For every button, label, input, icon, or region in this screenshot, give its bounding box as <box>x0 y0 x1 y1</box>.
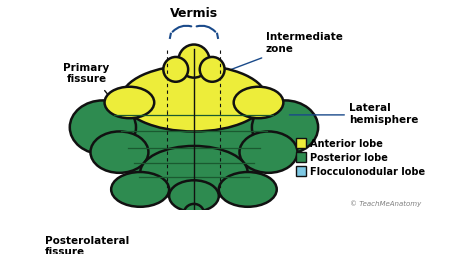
Ellipse shape <box>186 231 202 244</box>
Ellipse shape <box>219 172 277 207</box>
Ellipse shape <box>252 101 318 155</box>
Text: Lateral
hemisphere: Lateral hemisphere <box>349 103 418 124</box>
Ellipse shape <box>164 58 188 83</box>
Text: Flocculonodular lobe: Flocculonodular lobe <box>310 167 425 177</box>
Ellipse shape <box>221 235 266 247</box>
Ellipse shape <box>178 45 210 78</box>
Ellipse shape <box>111 172 169 207</box>
Ellipse shape <box>169 181 219 212</box>
Ellipse shape <box>136 234 252 249</box>
Text: Posterior lobe: Posterior lobe <box>310 152 388 163</box>
Ellipse shape <box>99 78 289 185</box>
Ellipse shape <box>121 66 266 132</box>
Ellipse shape <box>183 204 204 225</box>
Bar <box>296 138 306 148</box>
Ellipse shape <box>91 132 148 173</box>
Text: Intermediate
zone: Intermediate zone <box>266 32 343 54</box>
Ellipse shape <box>186 221 201 237</box>
Ellipse shape <box>239 132 297 173</box>
Bar <box>296 153 306 163</box>
Text: Anterior lobe: Anterior lobe <box>310 138 383 148</box>
Ellipse shape <box>140 146 248 200</box>
Ellipse shape <box>121 235 167 247</box>
Ellipse shape <box>105 87 154 119</box>
Ellipse shape <box>234 87 283 119</box>
Bar <box>296 167 306 177</box>
Text: Vermis: Vermis <box>170 7 218 20</box>
Text: Posterolateral
fissure: Posterolateral fissure <box>45 235 129 254</box>
Text: Primary
fissure: Primary fissure <box>63 62 109 84</box>
Ellipse shape <box>70 101 136 155</box>
Ellipse shape <box>200 58 225 83</box>
Text: © TeachMeAnatomy: © TeachMeAnatomy <box>350 199 421 206</box>
